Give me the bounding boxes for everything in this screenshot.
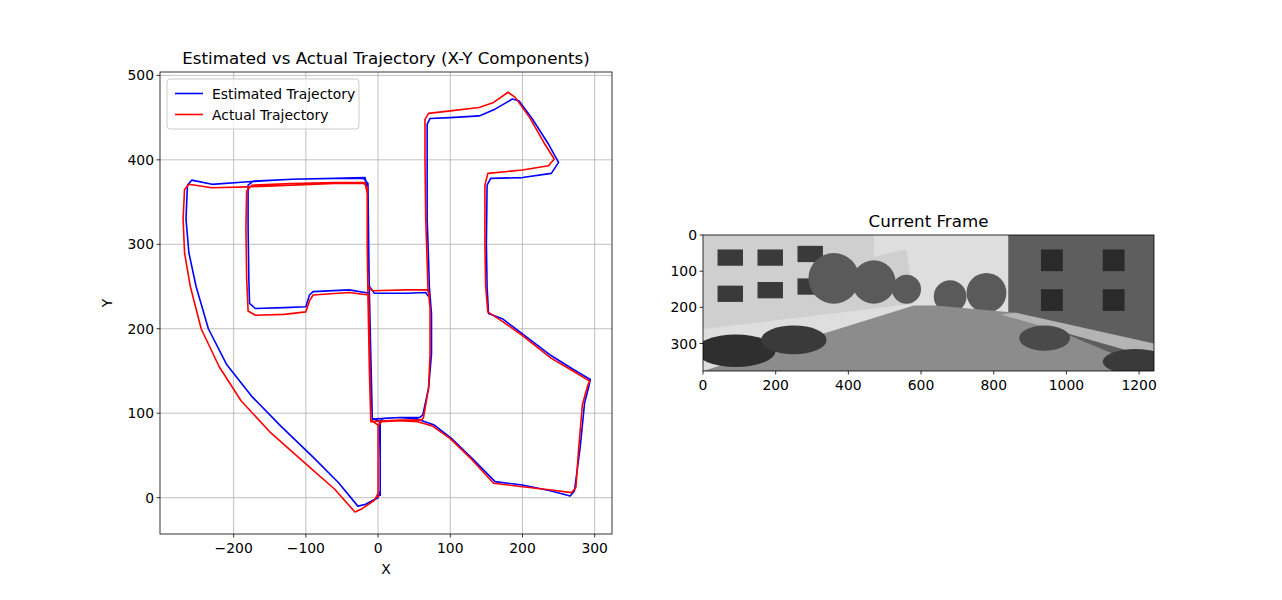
tree [808,253,859,304]
y-axis-label: Y [99,298,115,308]
x-tick [594,534,595,538]
x-tick-label: 200 [762,377,789,393]
axes: −200 −100 0 100 200 300 0 100 200 300 400 500 Estima… [99,48,612,577]
tree [966,273,1006,313]
x-tick-label: 800 [980,377,1007,393]
legend-label: Actual Trajectory [212,107,329,123]
car [761,325,826,354]
y-tick [700,343,704,344]
grid-line [160,413,612,414]
y-tick-label: 0 [145,490,154,506]
x-tick [522,534,523,538]
tree [892,275,921,304]
title: Estimated vs Actual Trajectory (X-Y Comp… [182,48,590,68]
legend-box [167,79,359,129]
title: Current Frame [869,211,989,231]
legend-label: Estimated Trajectory [212,86,355,102]
grid-line [160,159,612,160]
y-tick-label: 300 [127,236,154,252]
x-tick [1139,371,1140,375]
legend-swatch [175,114,203,116]
x-tick [993,371,994,375]
tree [852,260,896,303]
grid-line [160,328,612,329]
x-tick-label: −200 [215,540,253,556]
x-tick-label: 100 [437,540,464,556]
x-tick [775,371,776,375]
x-tick-label: 0 [699,377,708,393]
x-tick-label: 400 [835,377,862,393]
x-tick [378,534,379,538]
legend-swatch [175,93,203,95]
x-tick [921,371,922,375]
x-tick-label: 600 [908,377,935,393]
x-tick [233,534,234,538]
y-tick-label: 300 [670,336,697,352]
grid-line [160,497,612,498]
x-tick-label: 200 [509,540,536,556]
y-tick-label: 200 [127,321,154,337]
car [1103,349,1154,371]
trajectory-line [183,92,590,512]
axes-frame [703,235,1154,371]
figure: −200 −100 0 100 200 300 0 100 200 300 400 500 Estima… [0,0,1282,600]
window [1041,249,1063,271]
grid-line [160,75,612,76]
y-tick [157,244,161,245]
axes: 0 200 400 600 800 1000 1200 0 100 200 300 Current F… [670,211,1168,393]
x-tick [1066,371,1067,375]
grid-line [594,72,595,534]
frame-image [703,235,1154,371]
x-tick [848,371,849,375]
grid-line [233,72,234,534]
y-tick [157,159,161,160]
y-tick-label: 500 [127,67,154,83]
plot-area [703,235,1154,371]
x-tick-label: −100 [287,540,325,556]
y-tick [157,328,161,329]
grid-line [160,244,612,245]
y-tick [157,413,161,414]
x-tick [703,371,704,375]
axes-frame [160,72,612,534]
legend: Estimated Trajectory Actual Trajectory [167,79,359,129]
window [1103,289,1125,311]
left-building [703,235,914,329]
window [718,249,743,265]
y-tick [700,271,704,272]
grid-line [450,72,451,534]
x-tick-label: 0 [374,540,383,556]
window [1103,249,1125,271]
window [758,282,783,298]
plot-area [160,72,612,534]
x-tick-label: 1200 [1121,377,1156,393]
background [0,0,1282,600]
x-tick-label: 1000 [1049,377,1084,393]
x-tick [305,534,306,538]
trajectory-line [186,99,590,506]
y-tick-label: 100 [127,405,154,421]
x-tick-label: 300 [581,540,608,556]
window [758,249,783,265]
y-tick-label: 400 [127,152,154,168]
road [703,306,1154,371]
y-tick [157,497,161,498]
x-tick [450,534,451,538]
grid-line [522,72,523,534]
y-tick-label: 100 [670,263,697,279]
x-axis-label: X [381,561,391,577]
y-tick-label: 0 [688,227,697,243]
y-tick [700,235,704,236]
y-tick-label: 200 [670,299,697,315]
window [1041,289,1063,311]
y-tick [700,307,704,308]
y-tick [157,75,161,76]
car [1019,325,1070,350]
window [718,286,743,302]
